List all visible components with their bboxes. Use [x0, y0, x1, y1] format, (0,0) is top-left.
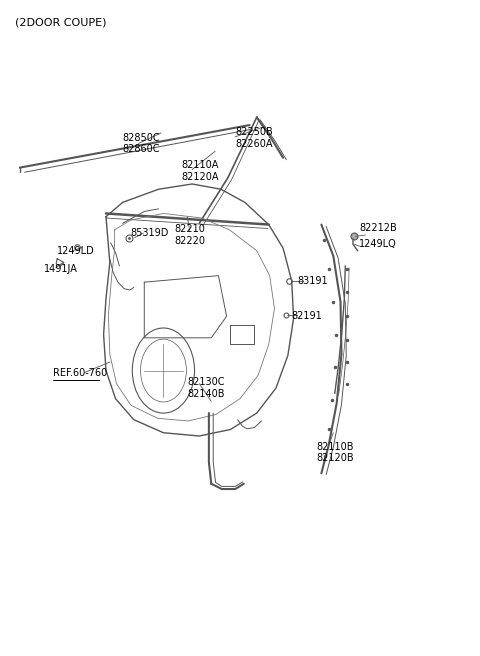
Text: 82212B: 82212B: [360, 224, 397, 234]
Text: 83191: 83191: [298, 276, 328, 286]
Text: 82110A
82120A: 82110A 82120A: [181, 160, 219, 182]
Text: 1249LQ: 1249LQ: [359, 239, 396, 249]
Text: 82110B
82120B: 82110B 82120B: [317, 441, 354, 463]
Text: 82130C
82140B: 82130C 82140B: [187, 377, 225, 399]
Text: 1249LD: 1249LD: [57, 246, 95, 256]
Text: 82191: 82191: [292, 311, 323, 321]
Text: 82850C
82860C: 82850C 82860C: [123, 133, 160, 154]
Text: 82210
82220: 82210 82220: [174, 224, 205, 246]
Text: 1491JA: 1491JA: [44, 264, 78, 274]
Text: 85319D: 85319D: [130, 228, 168, 238]
Text: REF.60-760: REF.60-760: [53, 367, 108, 377]
Text: 82250B
82260A: 82250B 82260A: [235, 127, 273, 149]
Text: (2DOOR COUPE): (2DOOR COUPE): [15, 17, 107, 27]
